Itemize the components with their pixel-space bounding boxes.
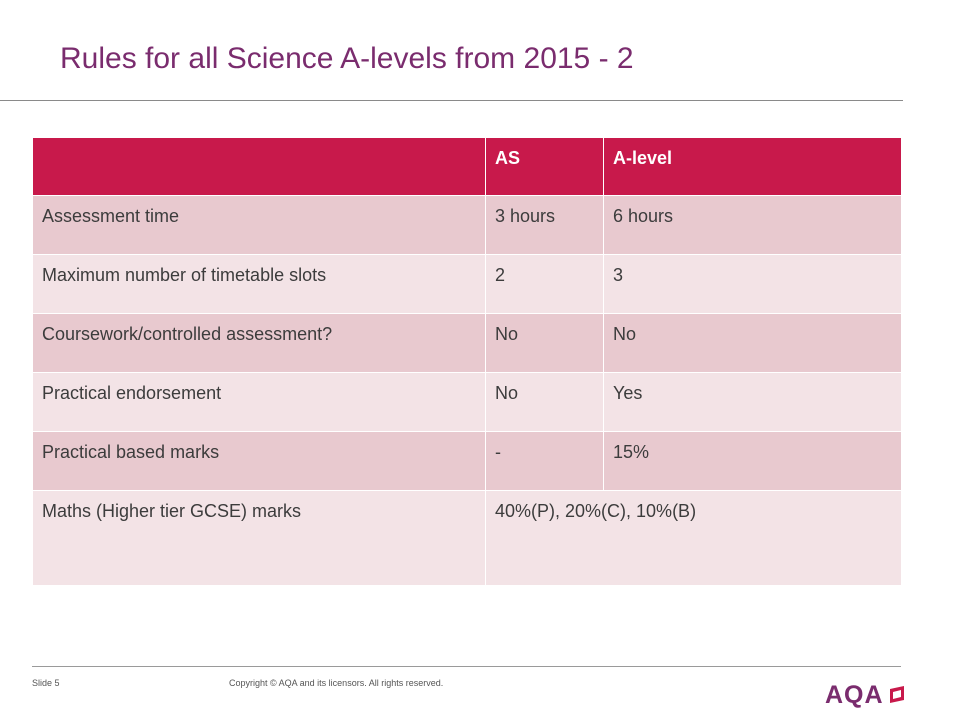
footer-divider [32,666,901,667]
table-row: Maths (Higher tier GCSE) marks 40%(P), 2… [32,490,902,586]
a-level-value: 6 hours [603,195,902,255]
logo-text: AQA [825,680,884,709]
table-row: Maximum number of timetable slots 2 3 [32,254,902,314]
row-label: Practical endorsement [32,372,486,432]
rules-table: AS A-level Assessment time 3 hours 6 hou… [32,137,902,586]
a-level-value: 3 [603,254,902,314]
table-row: Assessment time 3 hours 6 hours [32,195,902,255]
row-label: Assessment time [32,195,486,255]
as-value: - [485,431,604,491]
merged-value: 40%(P), 20%(C), 10%(B) [485,490,902,586]
row-label: Maximum number of timetable slots [32,254,486,314]
table-header-row: AS A-level [32,137,902,196]
logo-flag-icon [889,686,904,703]
title-divider [0,100,903,101]
copyright-notice: Copyright © AQA and its licensors. All r… [229,678,444,688]
as-value: 3 hours [485,195,604,255]
slide-title: Rules for all Science A-levels from 2015… [60,42,634,75]
as-value: 2 [485,254,604,314]
row-label: Coursework/controlled assessment? [32,313,486,373]
slide-number: Slide 5 [32,678,60,688]
header-cell-a-level: A-level [603,137,902,196]
header-cell-as: AS [485,137,604,196]
a-level-value: No [603,313,902,373]
as-value: No [485,313,604,373]
a-level-value: Yes [603,372,902,432]
table-row: Practical based marks - 15% [32,431,902,491]
table-row: Coursework/controlled assessment? No No [32,313,902,373]
row-label: Maths (Higher tier GCSE) marks [32,490,486,586]
as-value: No [485,372,604,432]
a-level-value: 15% [603,431,902,491]
aqa-logo: AQA [825,680,907,710]
table-row: Practical endorsement No Yes [32,372,902,432]
row-label: Practical based marks [32,431,486,491]
header-cell-empty [32,137,486,196]
